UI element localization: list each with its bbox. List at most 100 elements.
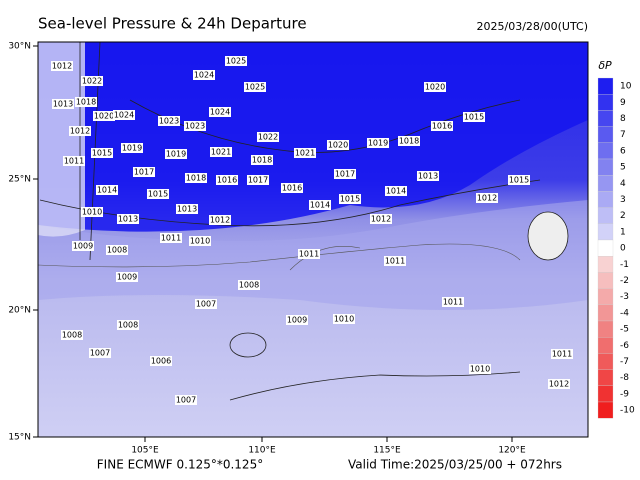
isobar-label: 1011 xyxy=(552,350,572,359)
isobar-label: 1011 xyxy=(64,157,84,166)
isobar-label: 1022 xyxy=(258,133,278,142)
isobar-label-bg xyxy=(281,183,303,193)
isobar-label: 1024 xyxy=(114,111,134,120)
isobar-label: 1025 xyxy=(245,83,265,92)
isobar-label: 1016 xyxy=(217,176,237,185)
isobar-label-bg xyxy=(309,200,331,210)
isobar-label-bg xyxy=(91,148,113,158)
isobar-label-bg xyxy=(463,112,485,122)
isobar-label-bg xyxy=(175,395,197,405)
isobar-label-bg xyxy=(176,204,198,214)
isobar-label-bg xyxy=(116,272,138,282)
colorbar-label: -10 xyxy=(620,406,635,416)
lon-label: 110°E xyxy=(248,446,276,456)
isobar-label-bg xyxy=(193,70,215,80)
colorbar-swatch xyxy=(597,175,614,192)
colorbar-swatch xyxy=(597,369,614,386)
isobar-label: 1011 xyxy=(299,250,319,259)
colorbar-swatch xyxy=(597,110,614,127)
isobar-label: 1007 xyxy=(176,396,196,405)
isobar-label-bg xyxy=(209,107,231,117)
colorbar-swatch xyxy=(597,77,614,95)
isobar-label-bg xyxy=(96,185,118,195)
isobar-label: 1008 xyxy=(118,321,138,330)
colorbar-label: -9 xyxy=(620,389,629,399)
isobar-label-bg xyxy=(81,207,103,217)
isobar-label-bg xyxy=(160,233,182,243)
isobar-label-bg xyxy=(548,379,570,389)
isobar-label: 1015 xyxy=(148,190,168,199)
isobar-label: 1015 xyxy=(509,176,529,185)
isobar-label-bg xyxy=(469,364,491,374)
colorbar-swatch xyxy=(597,385,614,403)
isobar-label: 1011 xyxy=(161,234,181,243)
isobar-label-bg xyxy=(294,148,316,158)
isobar-label: 1024 xyxy=(194,71,214,80)
isobar-label-bg xyxy=(133,167,155,177)
isobar-label: 1021 xyxy=(295,149,315,158)
isobar-label: 1017 xyxy=(335,170,355,179)
isobar-label: 1010 xyxy=(334,315,354,324)
isobar-label-bg xyxy=(81,76,103,86)
isobar-label: 1012 xyxy=(549,380,569,389)
isobar-label: 1017 xyxy=(248,176,268,185)
isobar-label-bg xyxy=(117,320,139,330)
isobar-label-bg xyxy=(385,186,407,196)
datetime: 2025/03/28/00(UTC) xyxy=(477,20,589,33)
isobar-label-bg xyxy=(424,82,446,92)
colorbar-swatch xyxy=(597,256,614,273)
colorbar-label: 7 xyxy=(620,130,626,140)
isobar-label: 1013 xyxy=(118,215,138,224)
colorbar-label: 3 xyxy=(620,195,626,205)
isobar-label: 1012 xyxy=(210,216,230,225)
isobar-label: 1006 xyxy=(151,357,171,366)
colorbar-label: -4 xyxy=(620,308,629,318)
colorbar-swatch xyxy=(597,142,614,160)
colorbar-swatch xyxy=(597,288,614,305)
isobar-label: 1013 xyxy=(418,172,438,181)
colorbar-swatch xyxy=(597,207,614,224)
isobar-label-bg xyxy=(117,214,139,224)
isobar-label-bg xyxy=(121,143,143,153)
isobar-label: 1020 xyxy=(328,141,348,150)
isobar-label-bg xyxy=(216,175,238,185)
isobar-label-bg xyxy=(209,215,231,225)
isobar-label-bg xyxy=(298,249,320,259)
isobar-label: 1018 xyxy=(252,156,272,165)
isobar-label-bg xyxy=(185,173,207,183)
isobar-label-bg xyxy=(195,299,217,309)
isobar-label-bg xyxy=(158,116,180,126)
map-field xyxy=(38,42,588,437)
isobar-label: 1016 xyxy=(282,184,302,193)
isobar-label-bg xyxy=(384,256,406,266)
isobar-label: 1007 xyxy=(90,349,110,358)
isobar-label: 1025 xyxy=(226,57,246,66)
colorbar-label: -3 xyxy=(620,292,629,302)
isobar-label-bg xyxy=(113,110,135,120)
isobar-label-bg xyxy=(551,349,573,359)
isobar-label-bg xyxy=(61,330,83,340)
isobar-label-bg xyxy=(75,97,97,107)
lat-label: 20°N xyxy=(8,306,31,316)
isobar-label: 1011 xyxy=(443,298,463,307)
isobar-label-bg xyxy=(147,189,169,199)
isobar-label: 1010 xyxy=(82,208,102,217)
colorbar-label: -8 xyxy=(620,373,629,383)
isobar-label: 1017 xyxy=(134,168,154,177)
isobar-label-bg xyxy=(339,194,361,204)
isobar-label-bg xyxy=(333,314,355,324)
lat-label: 25°N xyxy=(8,175,31,185)
isobar-label-bg xyxy=(165,149,187,159)
isobar-label: 1008 xyxy=(239,281,259,290)
lat-label: 30°N xyxy=(8,42,31,52)
isobar-label: 1018 xyxy=(399,137,419,146)
isobar-label-bg xyxy=(398,136,420,146)
isobar-label: 1023 xyxy=(185,122,205,131)
colorbar-title: δP xyxy=(598,59,612,72)
isobar-label-bg xyxy=(106,245,128,255)
colorbar-swatch xyxy=(597,191,614,208)
isobar-label: 1016 xyxy=(432,122,452,131)
isobar-label: 1019 xyxy=(166,150,186,159)
isobar-label-bg xyxy=(476,193,498,203)
